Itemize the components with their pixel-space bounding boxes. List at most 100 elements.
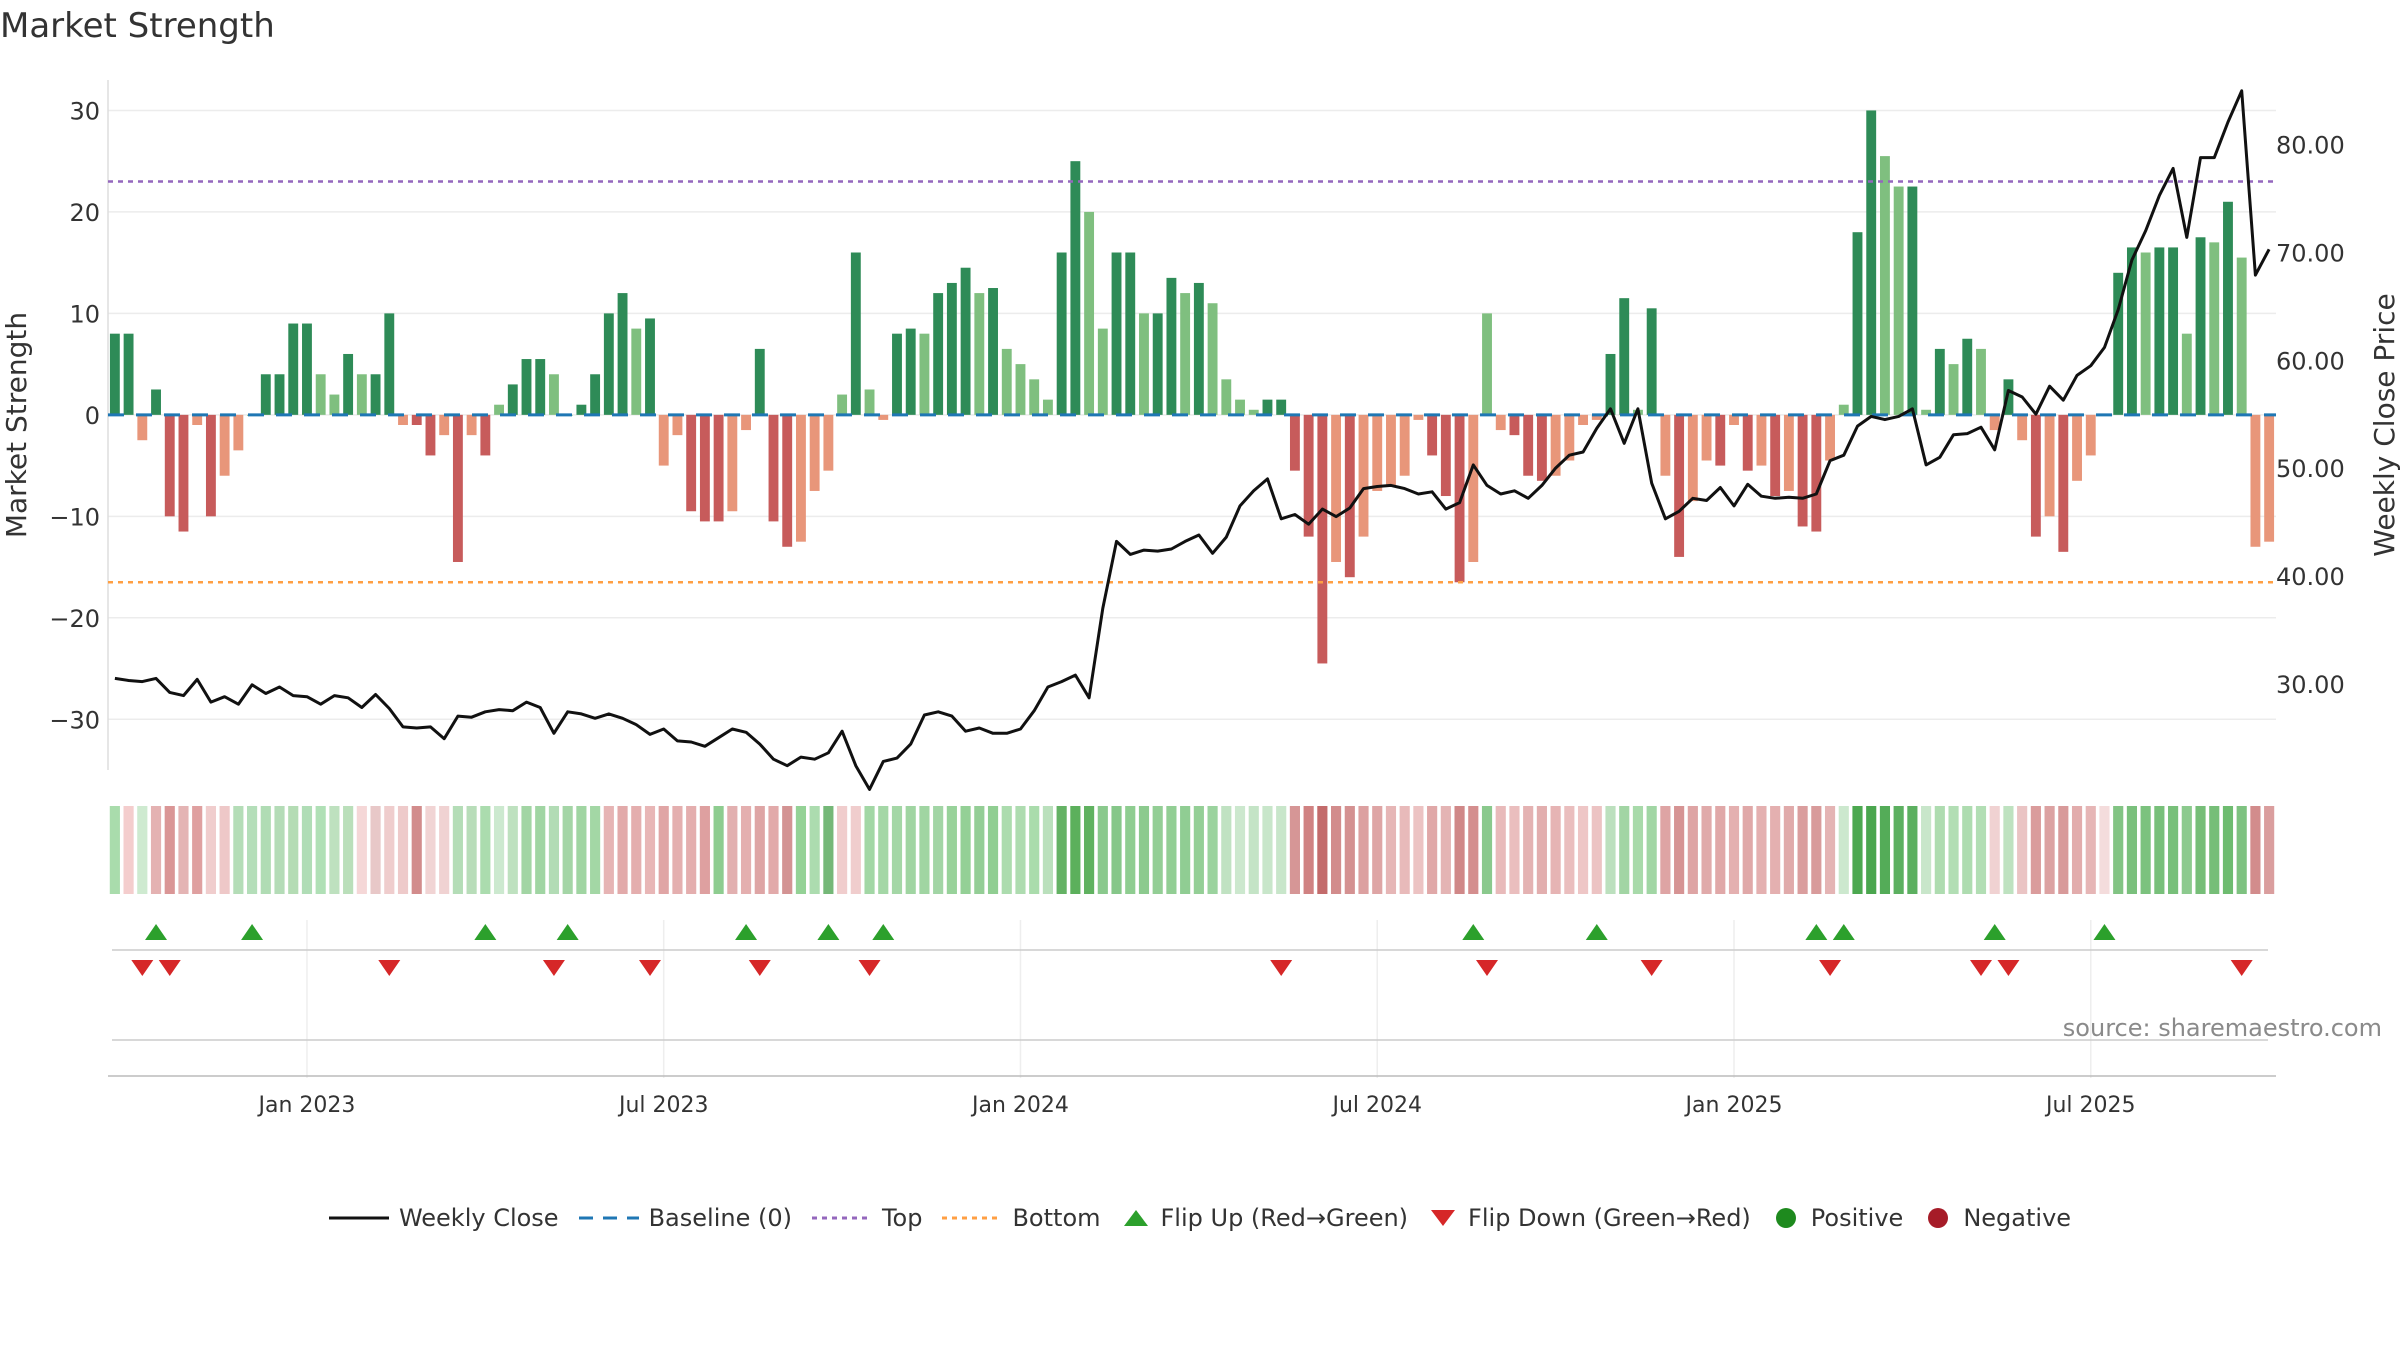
- heat-cell: [1509, 806, 1520, 894]
- strength-bar: [1619, 298, 1630, 415]
- heat-cell: [987, 806, 999, 894]
- y-tick-label: 10: [69, 300, 100, 328]
- dotted-line-icon: [942, 1216, 1003, 1220]
- flip-up-marker: [474, 924, 497, 940]
- heat-cell: [960, 806, 971, 894]
- heat-cell: [178, 806, 189, 894]
- heat-cell: [370, 806, 381, 894]
- heat-cell: [946, 806, 957, 894]
- strength-bar: [1427, 414, 1438, 456]
- heat-cell: [562, 806, 573, 894]
- legend-weekly-close[interactable]: Weekly Close: [328, 1204, 559, 1232]
- heat-cell: [329, 806, 340, 894]
- strength-bar: [1852, 232, 1863, 415]
- flip-up-marker: [2093, 924, 2116, 940]
- strength-bar: [356, 374, 367, 415]
- strength-bar: [1536, 414, 1547, 481]
- strength-bar: [1468, 414, 1479, 562]
- heat-cell: [1330, 806, 1342, 894]
- strength-bar: [2058, 414, 2069, 552]
- strength-bar: [617, 293, 628, 415]
- heat-cell: [740, 806, 752, 894]
- heat-cell: [2236, 806, 2247, 894]
- legend-bottom[interactable]: Bottom: [942, 1204, 1101, 1232]
- strength-bar: [1180, 293, 1191, 415]
- heat-cell: [782, 806, 793, 894]
- heat-cell: [713, 806, 724, 894]
- strength-bar: [960, 267, 971, 415]
- strength-bar: [425, 414, 436, 456]
- strength-bar: [2209, 242, 2220, 415]
- flip-down-marker: [639, 960, 661, 976]
- heat-cell: [891, 806, 903, 894]
- heat-cell: [905, 806, 916, 894]
- strength-bar: [507, 384, 518, 415]
- heat-cell: [1248, 806, 1259, 894]
- flip-down-marker: [1640, 960, 1663, 976]
- heat-cell: [1317, 806, 1328, 894]
- strength-bar: [219, 414, 230, 476]
- heat-cell: [2044, 806, 2055, 894]
- heat-cell: [864, 806, 875, 894]
- heat-cell: [919, 806, 930, 894]
- strength-bar: [1701, 414, 1712, 461]
- strength-bar: [631, 328, 642, 415]
- strength-bar: [1687, 414, 1698, 502]
- legend-baseline[interactable]: Baseline (0): [578, 1204, 792, 1232]
- heat-cell: [1262, 806, 1273, 894]
- heat-cell: [466, 806, 477, 894]
- heat-cell: [617, 806, 628, 894]
- strength-bar: [864, 389, 875, 415]
- heat-cell: [548, 806, 560, 894]
- legend-positive[interactable]: Positive: [1771, 1204, 1903, 1232]
- heat-cell: [1728, 806, 1740, 894]
- strength-bar: [2072, 414, 2082, 481]
- flip-up-marker: [1585, 924, 1608, 940]
- y-tick-label: 0: [85, 402, 100, 430]
- flip-up-marker: [1462, 924, 1485, 940]
- strength-bar: [1331, 414, 1342, 562]
- legend-flip-down[interactable]: Flip Down (Green→Red): [1428, 1204, 1751, 1232]
- heat-cell: [1921, 806, 1932, 894]
- strength-bar: [1729, 414, 1739, 425]
- heat-cell: [192, 806, 203, 894]
- heat-cell: [343, 806, 354, 894]
- strength-bar: [1015, 364, 1026, 415]
- strength-bar: [302, 323, 312, 415]
- strength-bar: [754, 348, 765, 415]
- heat-cell: [1344, 806, 1355, 894]
- legend-flip-up[interactable]: Flip Up (Red→Green): [1121, 1204, 1409, 1232]
- strength-bar: [1084, 211, 1095, 415]
- heat-cell: [150, 806, 162, 894]
- heat-cell: [1591, 806, 1602, 894]
- heat-cell: [1125, 806, 1136, 894]
- x-tick-label: Jul 2025: [2044, 1093, 2136, 1118]
- strength-bar: [439, 414, 450, 436]
- strength-bar: [1989, 414, 2000, 431]
- strength-bar: [1152, 313, 1163, 415]
- legend-label: Flip Up (Red→Green): [1160, 1204, 1409, 1232]
- flip-down-marker: [542, 960, 565, 976]
- heat-cell: [301, 806, 313, 894]
- strength-bar: [905, 328, 916, 415]
- strength-bar: [1125, 252, 1136, 415]
- flip-down-marker: [1270, 960, 1293, 976]
- strength-bar: [933, 293, 944, 415]
- strength-bar: [645, 318, 655, 415]
- legend-negative[interactable]: Negative: [1923, 1204, 2071, 1232]
- heat-cell: [205, 806, 216, 894]
- heat-cell: [1015, 806, 1026, 894]
- strength-bar: [672, 414, 683, 436]
- heat-cell: [2181, 806, 2192, 894]
- strength-bar: [137, 414, 148, 441]
- strength-bar: [919, 333, 930, 415]
- heat-cell: [2113, 806, 2124, 894]
- legend-top[interactable]: Top: [811, 1204, 922, 1232]
- heat-cell: [1468, 806, 1479, 894]
- strength-bar: [658, 414, 669, 466]
- strength-bar: [603, 313, 614, 415]
- heat-cell: [1879, 806, 1891, 894]
- heat-cell: [2126, 806, 2138, 894]
- heat-cell: [1536, 806, 1547, 894]
- legend-label: Baseline (0): [648, 1204, 792, 1232]
